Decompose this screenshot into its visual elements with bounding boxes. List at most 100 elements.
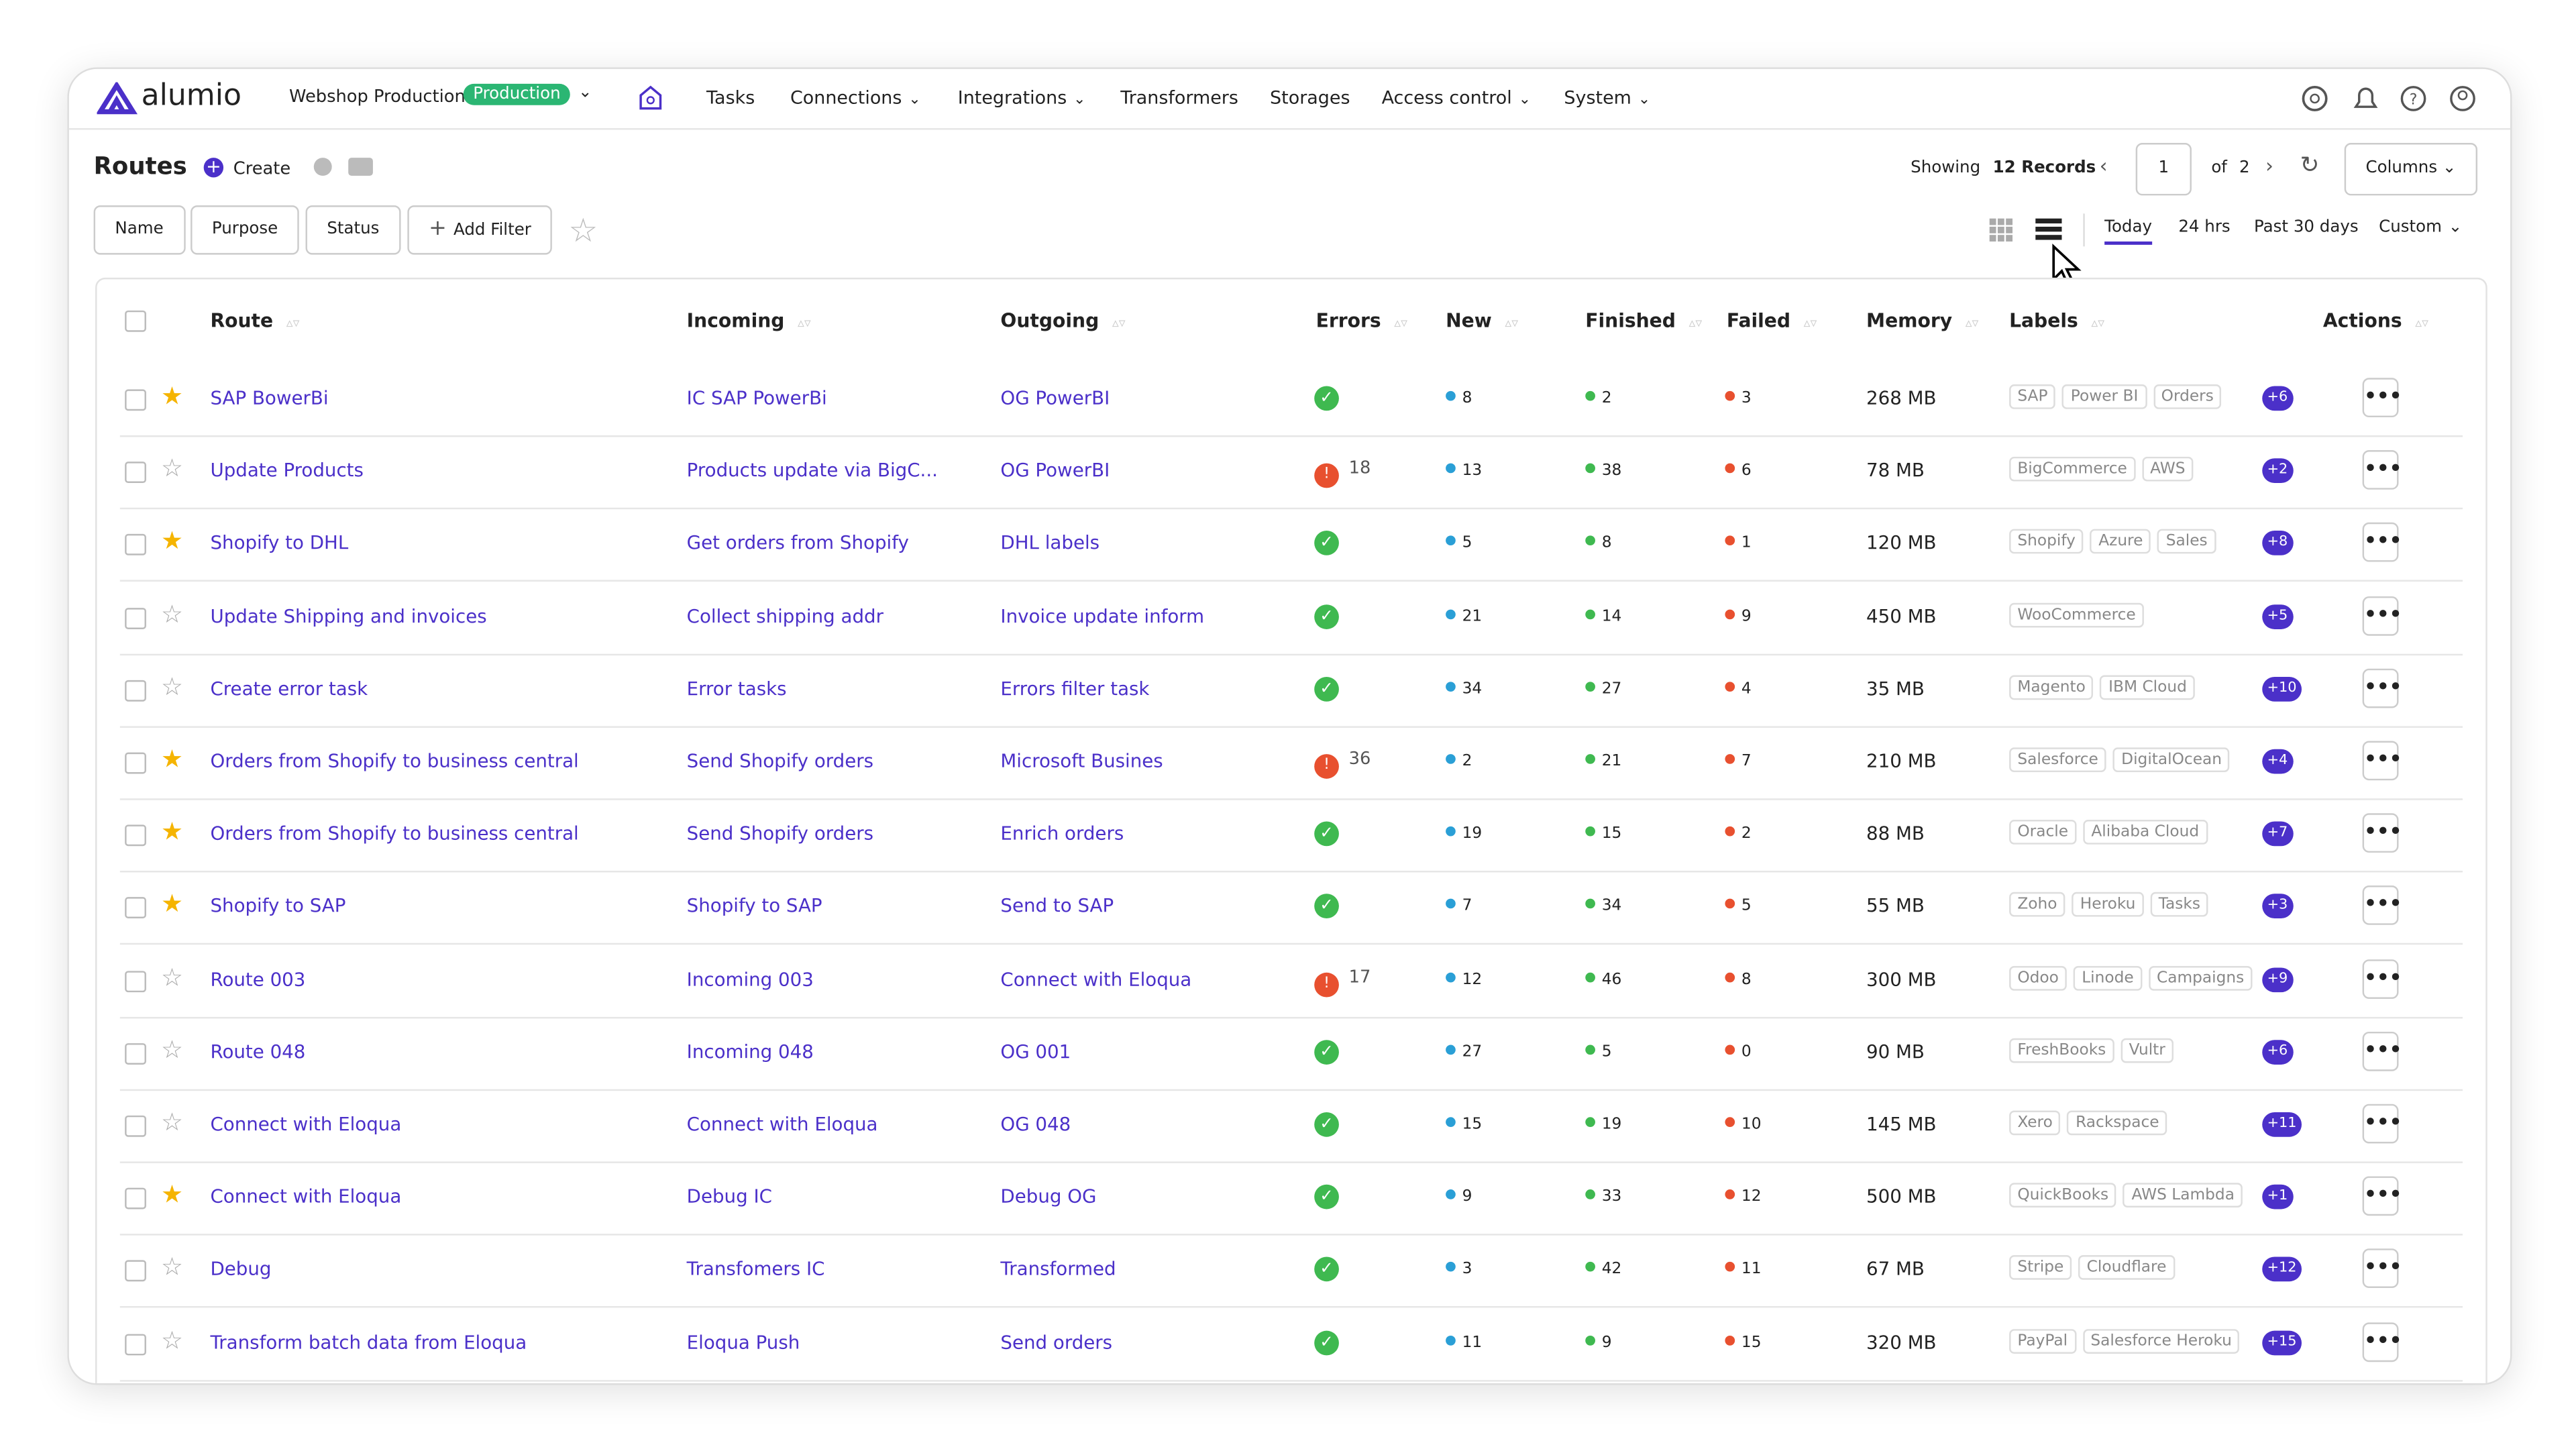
row-checkbox[interactable] (125, 1115, 146, 1137)
more-labels[interactable]: +4 (2262, 749, 2293, 774)
list-view[interactable] (2034, 215, 2063, 245)
more-labels[interactable]: +11 (2262, 1112, 2302, 1137)
row-checkbox[interactable] (125, 970, 146, 992)
label-chip[interactable]: WooCommerce (2009, 602, 2144, 627)
incoming[interactable]: Shopify to SAP (686, 896, 822, 918)
row-actions[interactable]: ••• (2362, 1322, 2402, 1362)
label-chip[interactable]: PayPal (2009, 1328, 2076, 1353)
env-badge[interactable]: Production (463, 83, 571, 105)
save-filter-star[interactable]: ☆ (568, 210, 598, 250)
outgoing[interactable]: Enrich orders (1000, 823, 1124, 845)
more-labels[interactable]: +6 (2262, 386, 2293, 411)
label-chip[interactable]: Stripe (2009, 1255, 2072, 1281)
route-name[interactable]: SAP BowerBi (210, 387, 329, 409)
favorite-star[interactable]: ☆ (161, 1107, 183, 1137)
label-chip[interactable]: Vultr (2121, 1038, 2174, 1063)
incoming[interactable]: Send Shopify orders (686, 751, 874, 773)
favorite-star[interactable]: ★ (161, 381, 183, 411)
label-chip[interactable]: Azure (2090, 529, 2151, 555)
time-range[interactable]: 24 hrs (2178, 219, 2230, 241)
nav-item[interactable]: Integrations ⌄ (958, 87, 1086, 109)
incoming[interactable]: Transfomers IC (686, 1258, 825, 1281)
label-chip[interactable]: Salesforce (2009, 747, 2107, 773)
more-labels[interactable]: +15 (2262, 1330, 2302, 1355)
row-checkbox[interactable] (125, 389, 146, 411)
route-name[interactable]: Route 003 (210, 968, 306, 990)
home-icon[interactable] (637, 84, 663, 112)
page-input[interactable]: 1 (2135, 143, 2192, 196)
column-header[interactable]: New ▵▿ (1446, 309, 1518, 331)
label-chip[interactable]: SAP (2009, 384, 2056, 409)
filter-button[interactable]: Status (305, 205, 401, 255)
incoming[interactable]: Get orders from Shopify (686, 533, 909, 555)
label-chip[interactable]: Xero (2009, 1110, 2061, 1136)
outgoing[interactable]: Errors filter task (1000, 678, 1150, 700)
label-chip[interactable]: Power BI (2062, 384, 2147, 409)
row-checkbox[interactable] (125, 1042, 146, 1065)
outgoing[interactable]: Connect with Eloqua (1000, 968, 1192, 990)
label-chip[interactable]: Alibaba Cloud (2083, 820, 2208, 845)
nav-item[interactable]: System ⌄ (1564, 87, 1650, 109)
nav-item[interactable]: Transformers (1120, 87, 1238, 109)
column-header[interactable]: Finished ▵▿ (1585, 309, 1702, 331)
create-icon[interactable]: + (203, 157, 224, 178)
outgoing[interactable]: Transformed (1000, 1258, 1116, 1281)
outgoing[interactable]: Microsoft Busines (1000, 751, 1163, 773)
row-actions[interactable]: ••• (2362, 741, 2402, 781)
label-chip[interactable]: AWS (2141, 457, 2194, 482)
favorite-star[interactable]: ☆ (161, 598, 183, 629)
favorite-star[interactable]: ★ (161, 1179, 183, 1210)
video-icon[interactable] (348, 158, 373, 176)
column-header[interactable]: Failed ▵▿ (1727, 309, 1817, 331)
row-actions[interactable]: ••• (2362, 1176, 2402, 1216)
route-name[interactable]: Update Products (210, 460, 364, 482)
column-header[interactable]: Actions ▵▿ (2323, 309, 2428, 331)
route-name[interactable]: Orders from Shopify to business central (210, 823, 579, 845)
favorite-star[interactable]: ★ (161, 744, 183, 774)
label-chip[interactable]: Heroku (2072, 892, 2144, 918)
favorite-star[interactable]: ★ (161, 526, 183, 556)
more-labels[interactable]: +7 (2262, 821, 2293, 847)
column-header[interactable]: Incoming ▵▿ (687, 309, 811, 331)
incoming[interactable]: Debug IC (686, 1186, 772, 1208)
label-chip[interactable]: IBM Cloud (2100, 675, 2196, 700)
row-checkbox[interactable] (125, 1333, 146, 1355)
label-chip[interactable]: Sales (2157, 529, 2216, 555)
outgoing[interactable]: Invoice update inform (1000, 605, 1205, 627)
route-name[interactable]: Connect with Eloqua (210, 1114, 402, 1136)
label-chip[interactable]: BigCommerce (2009, 457, 2136, 482)
label-chip[interactable]: Odoo (2009, 965, 2068, 990)
route-name[interactable]: Create error task (210, 678, 368, 700)
column-header[interactable]: Labels ▵▿ (2009, 309, 2104, 331)
label-chip[interactable]: Tasks (2150, 892, 2209, 918)
route-name[interactable]: Transform batch data from Eloqua (210, 1332, 527, 1353)
refresh[interactable]: ↻ (2300, 152, 2320, 179)
route-name[interactable]: Orders from Shopify to business central (210, 751, 579, 773)
more-labels[interactable]: +8 (2262, 531, 2293, 556)
column-header[interactable]: Memory ▵▿ (1866, 309, 1978, 331)
route-name[interactable]: Route 048 (210, 1041, 306, 1063)
label-chip[interactable]: Magento (2009, 675, 2094, 700)
workspace[interactable]: Webshop Production (289, 87, 466, 107)
filter-button[interactable]: Name (93, 205, 185, 255)
nav-item[interactable]: Tasks (706, 87, 755, 109)
row-checkbox[interactable] (125, 534, 146, 556)
row-actions[interactable]: ••• (2362, 523, 2402, 563)
outgoing[interactable]: DHL labels (1000, 533, 1100, 555)
route-name[interactable]: Shopify to SAP (210, 896, 346, 918)
prev-page[interactable]: ‹ (2099, 154, 2108, 178)
row-actions[interactable]: ••• (2362, 885, 2402, 926)
row-checkbox[interactable] (125, 462, 146, 484)
favorite-star[interactable]: ★ (161, 889, 183, 919)
row-actions[interactable]: ••• (2362, 813, 2402, 853)
favorite-star[interactable]: ☆ (161, 1034, 183, 1065)
time-range[interactable]: Today (2104, 219, 2152, 245)
nav-item[interactable]: Access control ⌄ (1382, 87, 1531, 109)
more-labels[interactable]: +3 (2262, 894, 2293, 919)
column-header[interactable]: Route ▵▿ (210, 309, 299, 331)
row-checkbox[interactable] (125, 607, 146, 629)
errors[interactable]: ! 17 (1314, 967, 1371, 997)
label-chip[interactable]: Campaigns (2148, 965, 2253, 990)
incoming[interactable]: Connect with Eloqua (686, 1114, 878, 1136)
incoming[interactable]: Incoming 003 (686, 968, 814, 990)
